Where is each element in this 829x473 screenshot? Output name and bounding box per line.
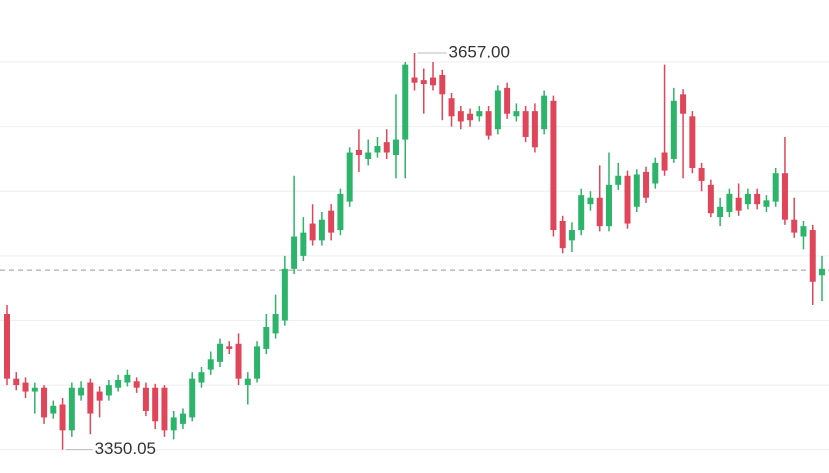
candle-body xyxy=(392,139,399,156)
candle-body xyxy=(513,111,520,117)
candle-body xyxy=(735,197,742,211)
candle-body xyxy=(772,173,779,202)
candle-body xyxy=(235,343,242,379)
candle-body xyxy=(781,173,788,220)
candle-body xyxy=(670,100,677,159)
candle-body xyxy=(337,193,344,231)
candle-body xyxy=(78,387,85,396)
candle-body xyxy=(809,230,816,282)
candle-body xyxy=(467,113,474,121)
candle-body xyxy=(50,405,57,414)
candle-body xyxy=(485,111,492,136)
candle-body xyxy=(300,232,307,256)
candle-body xyxy=(217,343,224,362)
candle-body xyxy=(13,378,20,386)
candle-body xyxy=(309,223,316,241)
candle-body xyxy=(142,387,149,411)
candle-body xyxy=(661,152,668,171)
candle-body xyxy=(41,387,48,418)
candle-body xyxy=(87,382,94,414)
candle-body xyxy=(179,413,186,424)
candle-body xyxy=(254,346,261,379)
candle-body xyxy=(763,200,770,207)
candle-body xyxy=(411,77,418,83)
candle-body xyxy=(605,184,612,227)
candle-body xyxy=(161,387,168,431)
candle-body xyxy=(652,162,659,184)
candle-body xyxy=(281,268,288,321)
candle-body xyxy=(568,230,575,241)
candle-body xyxy=(115,379,122,388)
candle-body xyxy=(355,149,362,156)
candle-body xyxy=(383,142,390,153)
candle-body xyxy=(291,236,298,269)
candle-body xyxy=(615,175,622,185)
candle-body xyxy=(346,152,353,202)
candle-body xyxy=(800,226,807,237)
candle-body xyxy=(448,98,455,117)
candle-body xyxy=(263,326,270,349)
candle-body xyxy=(374,146,381,153)
candle-body xyxy=(504,87,511,114)
candle-body xyxy=(31,387,38,392)
candle-body xyxy=(402,64,409,140)
candle-body xyxy=(272,314,279,334)
candle-body xyxy=(226,346,233,349)
candle-body xyxy=(96,391,103,401)
high-label: 3657.00 xyxy=(449,42,510,61)
candle-body xyxy=(707,184,714,214)
low-label: 3350.05 xyxy=(95,439,156,458)
candle-body xyxy=(4,314,10,379)
candle-body xyxy=(698,168,705,181)
candle-body xyxy=(819,268,825,276)
candle-body xyxy=(624,175,631,224)
candle-body xyxy=(105,385,112,396)
candle-body xyxy=(791,219,798,233)
candle-body xyxy=(587,197,594,205)
candle-body xyxy=(717,206,724,218)
candle-body xyxy=(680,94,687,114)
candle-body xyxy=(754,193,761,205)
candle-body xyxy=(133,381,140,388)
candle-body xyxy=(522,111,529,137)
candle-body xyxy=(643,171,650,198)
candle-body xyxy=(59,404,66,431)
candle-body xyxy=(22,382,29,392)
candle-body xyxy=(365,152,372,159)
candle-body xyxy=(207,359,214,370)
candle-body xyxy=(596,197,603,227)
candle-body xyxy=(476,111,483,117)
candle-body xyxy=(198,372,205,383)
candle-body xyxy=(68,387,75,431)
candle-body xyxy=(318,219,325,241)
candle-body xyxy=(559,220,566,249)
candle-body xyxy=(189,378,196,418)
candle-body xyxy=(244,378,251,386)
candle-body xyxy=(578,195,585,231)
candle-body xyxy=(550,100,557,231)
candle-body xyxy=(744,193,751,205)
candle-body xyxy=(430,77,437,86)
candle-body xyxy=(726,193,733,212)
candle-body xyxy=(689,116,696,169)
candle-body xyxy=(531,111,538,148)
candle-body xyxy=(541,95,548,130)
candle-body xyxy=(457,111,464,122)
candle-body xyxy=(170,417,177,431)
candle-body xyxy=(439,74,446,95)
candle-body xyxy=(152,387,159,422)
candle-body xyxy=(420,80,427,85)
candle-body xyxy=(124,374,131,383)
candle-body xyxy=(494,90,501,130)
candle-body xyxy=(328,210,335,233)
candle-body xyxy=(633,174,640,207)
